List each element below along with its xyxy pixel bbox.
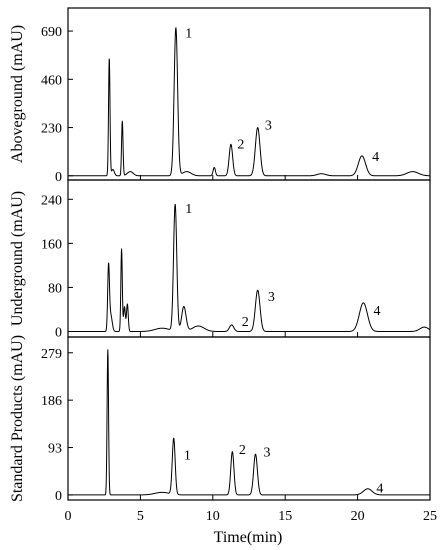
- y-axis-title: Aboveground (mAU): [9, 25, 26, 163]
- peak-label-4: 4: [374, 304, 381, 319]
- panel-frame: [67, 336, 431, 501]
- x-tick-label: 10: [206, 509, 220, 524]
- x-tick-label: 0: [65, 509, 72, 524]
- peak-label-2: 2: [237, 138, 244, 153]
- panel-2: 0 80 160 240 Underground (mAU) 1 2 3 4: [9, 179, 431, 340]
- x-tick-label: 15: [278, 509, 292, 524]
- y-axis-title: Underground (mAU): [9, 191, 26, 326]
- y-tick-label: 460: [41, 73, 62, 88]
- panel-1: 0 230 460 690 Aboveground (mAU) 1 2 3 4: [9, 7, 431, 185]
- x-tick-label: 25: [423, 509, 437, 524]
- y-tick-label: 160: [41, 237, 62, 252]
- chromatogram-trace: [67, 349, 431, 496]
- peak-label-3: 3: [265, 119, 272, 134]
- y-tick-label: 279: [41, 347, 62, 362]
- y-tick-label: 240: [41, 193, 62, 208]
- peak-label-3: 3: [263, 446, 270, 461]
- y-axis-title: Standard Products (mAU): [9, 335, 26, 502]
- x-tick-label: 5: [137, 509, 144, 524]
- y-tick-label: 0: [55, 170, 62, 185]
- peak-label-2: 2: [239, 443, 246, 458]
- y-tick-label: 93: [48, 442, 62, 457]
- y-tick-label: 80: [48, 281, 62, 296]
- peak-label-1: 1: [185, 202, 192, 217]
- y-tick-label: 690: [41, 25, 62, 40]
- y-tick-label: 0: [55, 489, 62, 504]
- x-tick-label: 20: [351, 509, 365, 524]
- x-axis: 0 5 10 15 20 25: [65, 509, 438, 524]
- chromatogram-trace: [67, 27, 431, 177]
- peak-label-3: 3: [268, 290, 275, 305]
- y-tick-label: 186: [41, 394, 62, 409]
- x-axis-title: Time(min): [214, 529, 283, 546]
- y-tick-label: 0: [55, 325, 62, 340]
- y-tick-label: 230: [41, 122, 62, 137]
- peak-label-4: 4: [376, 481, 383, 496]
- peak-label-1: 1: [185, 26, 192, 41]
- panel-3: 0 93 186 279 Standard Products (mAU) 1 2 3 4: [9, 335, 431, 504]
- peak-label-4: 4: [372, 150, 379, 165]
- chromatogram-trace: [67, 203, 431, 332]
- peak-label-2: 2: [242, 315, 249, 330]
- peak-label-1: 1: [184, 448, 191, 463]
